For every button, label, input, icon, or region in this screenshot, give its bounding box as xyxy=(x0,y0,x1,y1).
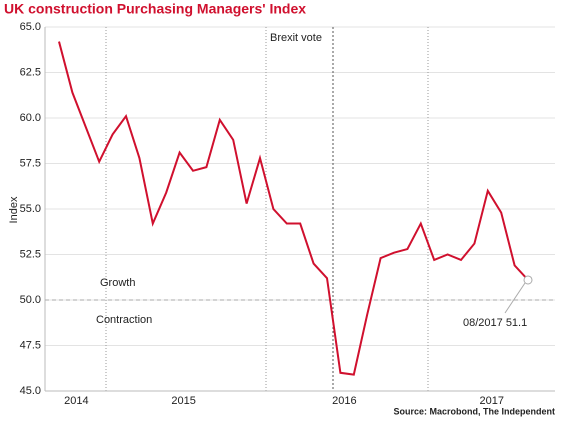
y-tick-label: 57.5 xyxy=(20,157,41,169)
x-tick-label: 2015 xyxy=(171,395,195,407)
y-axis-label: Index xyxy=(8,196,20,223)
y-tick-label: 55.0 xyxy=(20,203,41,215)
y-tick-label: 60.0 xyxy=(20,112,41,124)
y-tick-label: 65.0 xyxy=(20,21,41,33)
y-tick-label: 50.0 xyxy=(20,294,41,306)
last-point xyxy=(523,275,533,285)
annotation: Growth xyxy=(100,277,135,289)
annotation: Contraction xyxy=(96,314,152,326)
x-tick-label: 2014 xyxy=(64,395,88,407)
leader-line xyxy=(504,282,526,314)
line-series xyxy=(58,41,529,376)
x-tick-label: 2016 xyxy=(332,395,356,407)
x-tick-label: 2017 xyxy=(480,395,504,407)
source: Source: Macrobond, The Independent xyxy=(393,406,555,416)
y-tick-label: 45.0 xyxy=(20,385,41,397)
y-tick-label: 62.5 xyxy=(20,66,41,78)
y-tick-label: 52.5 xyxy=(20,248,41,260)
chart-title: UK construction Purchasing Managers' Ind… xyxy=(4,1,306,17)
annotation: 08/2017 51.1 xyxy=(463,317,527,329)
annotation: Brexit vote xyxy=(270,32,322,44)
y-tick-label: 47.5 xyxy=(20,339,41,351)
